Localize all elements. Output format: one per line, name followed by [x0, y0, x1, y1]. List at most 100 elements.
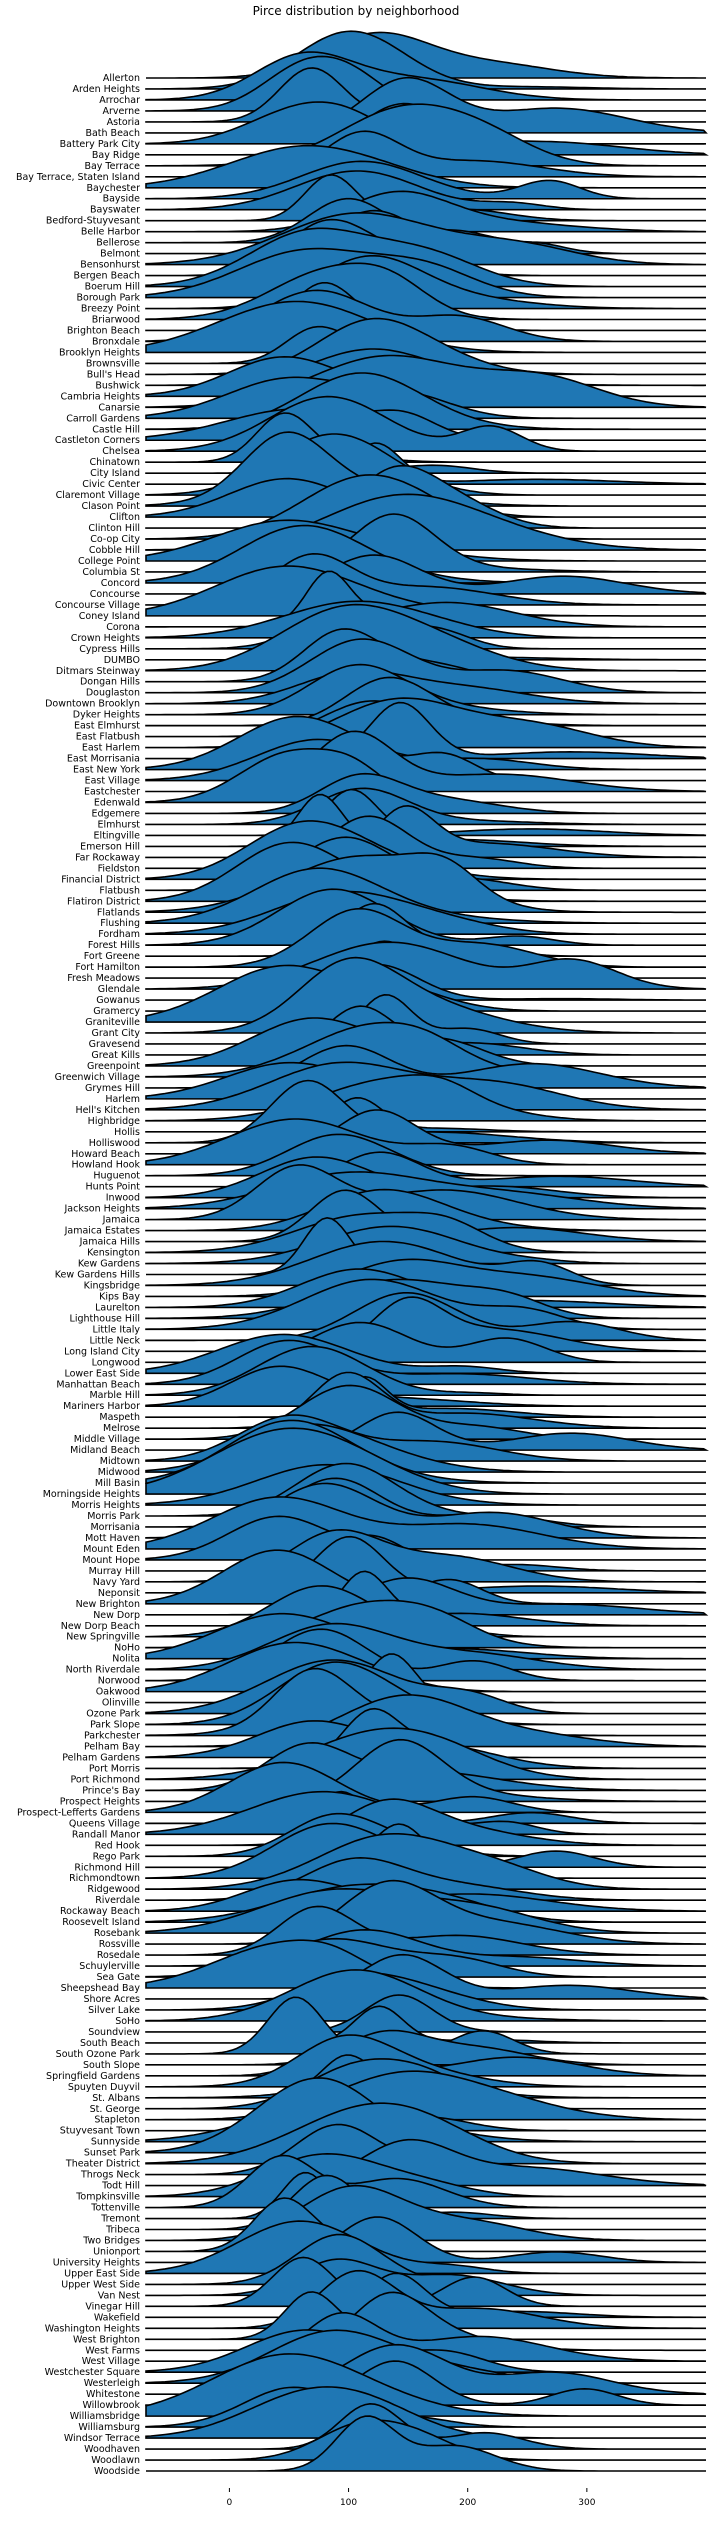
category-label: Glendale [98, 984, 140, 995]
category-label: Sea Gate [97, 1972, 141, 1983]
category-label: Elmhurst [97, 819, 140, 830]
category-label: Greenwich Village [55, 1072, 141, 1083]
category-label: Rego Park [93, 1851, 141, 1862]
ridge-dongan-hills [145, 628, 707, 683]
category-label: Schuylerville [79, 1961, 140, 1972]
category-label: Manhattan Beach [56, 1379, 140, 1390]
category-label: Longwood [92, 1357, 140, 1368]
category-label: Stapleton [94, 2115, 140, 2126]
category-label: Clason Point [82, 501, 141, 512]
category-label: Maspeth [99, 1412, 140, 1423]
category-label: Clinton Hill [88, 523, 140, 534]
category-label: Washington Heights [45, 2323, 140, 2334]
category-label: Rockaway Beach [60, 1906, 140, 1917]
category-label: Brighton Beach [67, 325, 140, 336]
category-label: Bay Terrace, Staten Island [16, 172, 140, 183]
category-label: Laurelton [95, 1302, 140, 1313]
category-label: Lighthouse Hill [70, 1313, 140, 1324]
category-label: Park Slope [90, 1720, 140, 1731]
category-label: Port Morris [89, 1763, 140, 1774]
category-label: Richmond Hill [74, 1862, 140, 1873]
category-label: Upper West Side [61, 2279, 140, 2290]
category-label: Douglaston [86, 688, 140, 699]
category-label: SoHo [115, 2016, 140, 2027]
ridge-upper-east-side [145, 2220, 707, 2275]
category-label: Co-op City [90, 534, 140, 545]
category-label: Corona [106, 622, 140, 633]
category-label: Kips Bay [99, 1291, 140, 1302]
category-label: Red Hook [95, 1840, 141, 1851]
category-label: East Flatbush [76, 732, 140, 743]
category-label: Ridgewood [87, 1884, 140, 1895]
category-label: Vinegar Hill [85, 2301, 140, 2312]
category-label: Shore Acres [84, 1994, 141, 2005]
category-label: Arden Heights [72, 84, 140, 95]
ridge-grant-city [145, 956, 706, 1034]
category-label: Unionport [93, 2246, 140, 2257]
category-label: Wakefield [94, 2312, 140, 2323]
category-label: Dyker Heights [73, 710, 140, 721]
category-label: West Farms [85, 2345, 140, 2356]
category-label: Arrochar [99, 95, 140, 106]
ridge-fort-hamilton [145, 907, 707, 968]
category-label: Carroll Gardens [66, 413, 140, 424]
category-label: Rossville [99, 1939, 140, 1950]
category-label: Brooklyn Heights [59, 347, 140, 358]
category-label: Flatbush [99, 885, 140, 896]
category-label: Todt Hill [101, 2181, 140, 2192]
category-label: Cobble Hill [89, 545, 140, 556]
category-label: New Dorp [93, 1610, 140, 1621]
category-label: Allerton [103, 73, 140, 84]
ridge-theater-district [145, 2102, 707, 2165]
category-label: DUMBO [104, 655, 140, 666]
category-label: Springfield Gardens [46, 2071, 140, 2082]
category-label: Bath Beach [85, 128, 140, 139]
category-label: College Point [78, 556, 140, 567]
category-label: Whitestone [86, 2389, 140, 2400]
category-label: Bronxdale [92, 336, 140, 347]
category-label: Prince's Bay [82, 1785, 140, 1796]
ridge-kips-bay [145, 1258, 707, 1298]
category-label: Prospect Heights [60, 1796, 140, 1807]
category-label: East Elmhurst [74, 721, 140, 732]
category-label: Nolita [112, 1654, 140, 1665]
category-label: Two Bridges [82, 2235, 140, 2246]
ridge-downtown-brooklyn [145, 669, 707, 705]
ridge-bayswater [145, 170, 707, 211]
category-label: Chelsea [102, 446, 140, 457]
category-label: Castleton Corners [55, 435, 140, 446]
category-label: Marble Hill [89, 1390, 140, 1401]
category-label: Flushing [100, 918, 140, 929]
ridge-ridgewood [145, 1833, 707, 1891]
category-label: Norwood [98, 1676, 140, 1687]
category-label: Boerum Hill [85, 282, 140, 293]
category-label: Fresh Meadows [67, 973, 140, 984]
category-label: University Heights [53, 2257, 140, 2268]
category-label: Tompkinsville [75, 2192, 140, 2203]
category-label: Castle Hill [92, 424, 140, 435]
category-label: Bushwick [95, 380, 140, 391]
category-label: Howland Hook [71, 1160, 140, 1171]
ridge-jamaica-estates [145, 1188, 707, 1232]
category-label: Woodlawn [91, 2455, 140, 2466]
category-label: Kew Gardens Hills [55, 1270, 140, 1281]
category-label: Fordham [98, 929, 140, 940]
category-label: Fort Hamilton [75, 962, 140, 973]
category-label: Breezy Point [81, 304, 140, 315]
category-label: Mount Eden [83, 1544, 140, 1555]
category-label: Hollis [114, 1127, 140, 1138]
category-label: Roosevelt Island [62, 1917, 140, 1928]
category-label: Bay Ridge [92, 150, 140, 161]
ridge-crown-heights [145, 600, 707, 639]
category-label: Brownsville [86, 358, 140, 369]
category-label: Navy Yard [93, 1577, 140, 1588]
category-label: Astoria [107, 117, 140, 128]
category-label: Highbridge [88, 1116, 140, 1127]
category-label: Morrisania [90, 1522, 140, 1533]
category-label: Rosebank [94, 1928, 141, 1939]
category-label: Dongan Hills [80, 677, 140, 688]
category-label: Morningside Heights [43, 1489, 140, 1500]
category-label: Belmont [100, 249, 140, 260]
